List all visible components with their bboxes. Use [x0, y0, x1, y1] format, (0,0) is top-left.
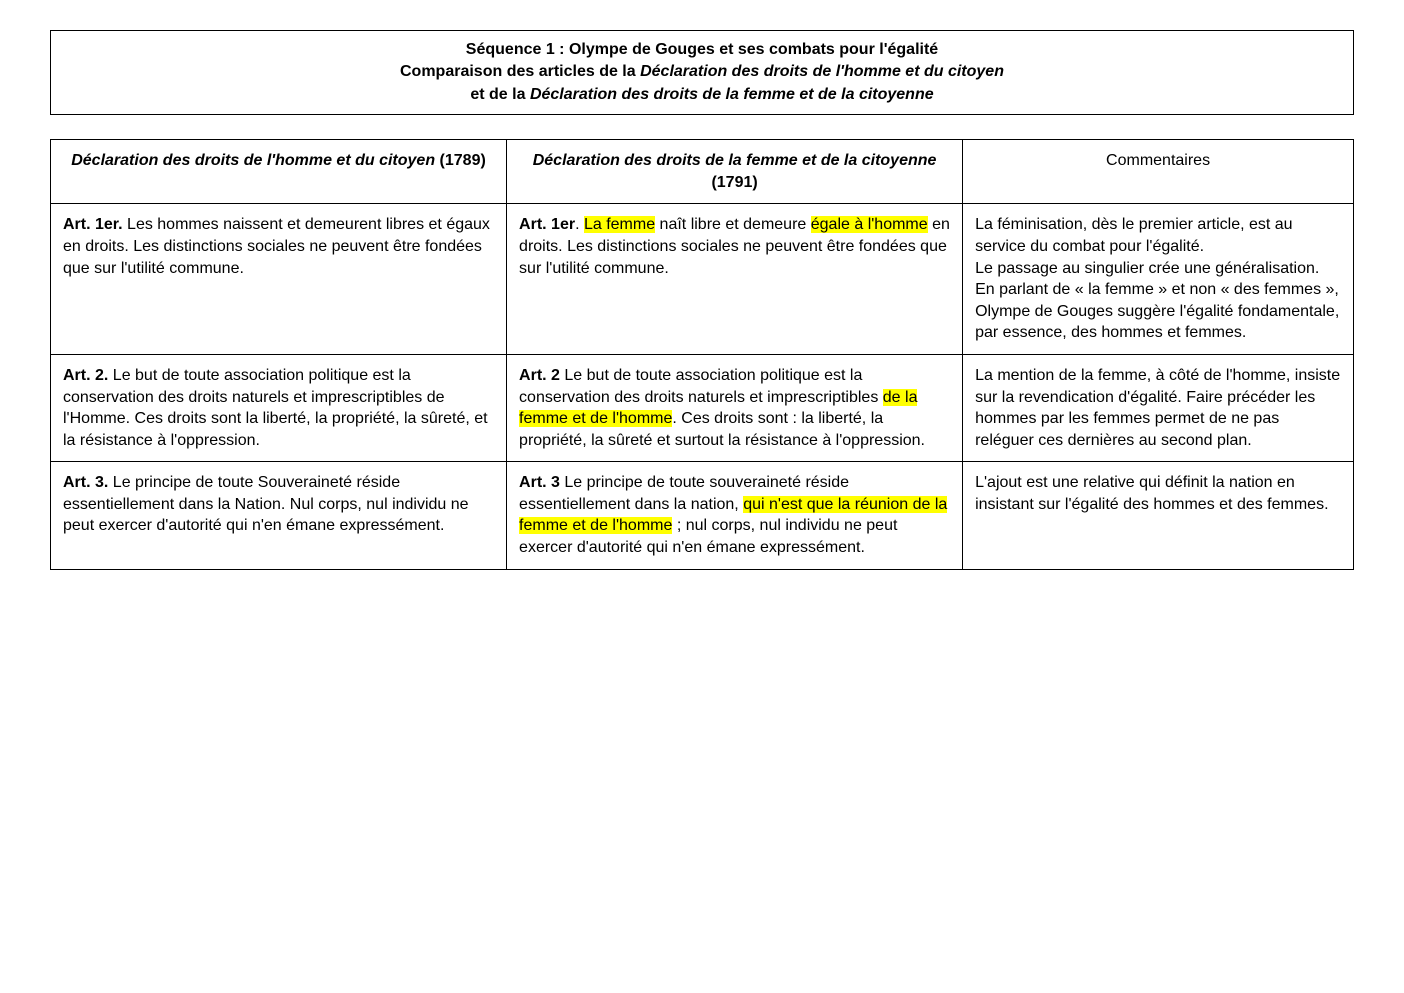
art-label: Art. 1er. — [63, 216, 123, 233]
table-body: Art. 1er. Les hommes naissent et demeure… — [51, 204, 1354, 569]
plain-text: . — [575, 216, 584, 233]
col-header-homme: Déclaration des droits de l'homme et du … — [51, 140, 507, 204]
comparison-table: Déclaration des droits de l'homme et du … — [50, 139, 1354, 570]
cell-comment-art1: La féminisation, dès le premier article,… — [963, 204, 1354, 355]
art-label: Art. 1er — [519, 216, 575, 233]
art-text: Le but de toute association politique es… — [63, 367, 488, 449]
cell-femme-art1: Art. 1er. La femme naît libre et demeure… — [507, 204, 963, 355]
col-header-homme-title: Déclaration des droits de l'homme et du … — [71, 152, 435, 169]
art-label: Art. 3. — [63, 474, 108, 491]
header-line-2-prefix: Comparaison des articles de la — [400, 63, 640, 80]
header-line-2: Comparaison des articles de la Déclarati… — [63, 61, 1341, 83]
col-header-commentaires-title: Commentaires — [1106, 152, 1210, 169]
header-line-2-italic: Déclaration des droits de l'homme et du … — [640, 63, 1004, 80]
art-text: Les hommes naissent et demeurent libres … — [63, 216, 490, 276]
col-header-femme: Déclaration des droits de la femme et de… — [507, 140, 963, 204]
art-label: Art. 2 — [519, 367, 560, 384]
cell-femme-art3: Art. 3 Le principe de toute souveraineté… — [507, 462, 963, 569]
highlighted-text: La femme — [584, 216, 655, 233]
cell-comment-art2: La mention de la femme, à côté de l'homm… — [963, 354, 1354, 461]
table-row: Art. 3. Le principe de toute Souverainet… — [51, 462, 1354, 569]
col-header-homme-year: (1789) — [435, 152, 486, 169]
cell-comment-art3: L'ajout est une relative qui définit la … — [963, 462, 1354, 569]
header-line-3-italic: Déclaration des droits de la femme et de… — [530, 86, 934, 103]
header-box: Séquence 1 : Olympe de Gouges et ses com… — [50, 30, 1354, 115]
col-header-femme-title: Déclaration des droits de la femme et de… — [533, 152, 937, 169]
cell-femme-art2: Art. 2 Le but de toute association polit… — [507, 354, 963, 461]
cell-homme-art3: Art. 3. Le principe de toute Souverainet… — [51, 462, 507, 569]
header-line-3-prefix: et de la — [470, 86, 530, 103]
table-row: Art. 1er. Les hommes naissent et demeure… — [51, 204, 1354, 355]
header-line-1: Séquence 1 : Olympe de Gouges et ses com… — [63, 39, 1341, 61]
table-header-row: Déclaration des droits de l'homme et du … — [51, 140, 1354, 204]
art-label: Art. 3 — [519, 474, 560, 491]
art-text: Le principe de toute Souveraineté réside… — [63, 474, 469, 534]
table-row: Art. 2. Le but de toute association poli… — [51, 354, 1354, 461]
cell-homme-art2: Art. 2. Le but de toute association poli… — [51, 354, 507, 461]
highlighted-text: égale à l'homme — [811, 216, 928, 233]
plain-text: naît libre et demeure — [655, 216, 811, 233]
plain-text: Le but de toute association politique es… — [519, 367, 883, 406]
cell-homme-art1: Art. 1er. Les hommes naissent et demeure… — [51, 204, 507, 355]
art-label: Art. 2. — [63, 367, 108, 384]
col-header-commentaires: Commentaires — [963, 140, 1354, 204]
col-header-femme-year: (1791) — [711, 174, 757, 191]
header-line-3: et de la Déclaration des droits de la fe… — [63, 84, 1341, 106]
